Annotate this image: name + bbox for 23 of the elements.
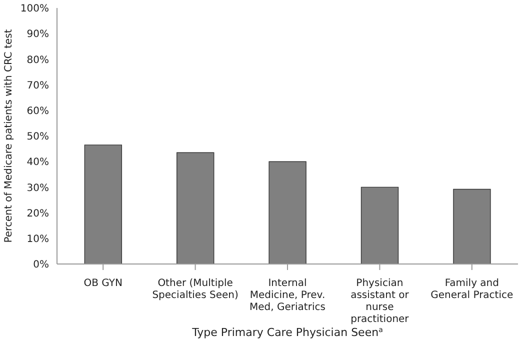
y-tick-label: 100% (20, 4, 49, 15)
y-tick-label: 80% (26, 54, 49, 66)
x-tick-label: Internal Medicine, Prev. Med, Geriatrics (250, 278, 326, 313)
x-tick-label: OB GYN (84, 278, 122, 289)
y-axis-title: Percent of Medicare patients with CRC test (4, 29, 14, 243)
x-tick-label: Family and General Practice (430, 278, 514, 301)
y-tick-label: 60% (26, 106, 49, 117)
bar (268, 161, 306, 264)
y-tick-label: 40% (26, 157, 49, 168)
y-tick-label: 50% (26, 132, 49, 143)
bar (360, 186, 399, 264)
y-tick-label: 0% (33, 260, 49, 271)
y-tick-label: 30% (26, 182, 49, 194)
y-tick-label: 20% (26, 208, 49, 220)
y-tick-label: 10% (26, 234, 49, 245)
x-axis-title: Type Primary Care Physician Seen$^{a}$ (191, 326, 383, 339)
x-tick-label: Other (Multiple Specialties Seen) (152, 278, 238, 301)
bar (84, 144, 122, 264)
y-tick-label: 70% (26, 80, 49, 92)
bar (176, 152, 214, 264)
bar (453, 188, 491, 264)
x-tick-label: Physician assistant or nurse practitioner (350, 278, 410, 325)
y-tick-label: 90% (26, 29, 49, 40)
